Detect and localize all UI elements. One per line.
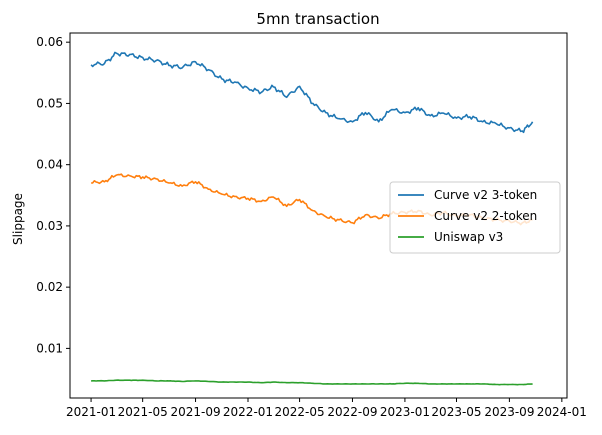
- x-tick-label: 2022-05: [275, 405, 325, 419]
- y-tick-label: 0.06: [36, 35, 63, 49]
- x-tick-label: 2021-05: [118, 405, 168, 419]
- y-tick-label: 0.04: [36, 158, 63, 172]
- x-tick-label: 2023-09: [484, 405, 534, 419]
- y-tick-label: 0.03: [36, 219, 63, 233]
- legend-label: Curve v2 2-token: [434, 209, 537, 223]
- x-tick-label: 2022-01: [223, 405, 273, 419]
- series-line-0: [90, 51, 534, 134]
- y-tick-label: 0.02: [36, 280, 63, 294]
- x-tick-label: 2022-09: [327, 405, 377, 419]
- x-tick-label: 2021-09: [170, 405, 220, 419]
- legend-label: Curve v2 3-token: [434, 188, 537, 202]
- legend: Curve v2 3-token Curve v2 2-token Uniswap …: [389, 181, 561, 254]
- chart-title: 5mn transaction: [256, 10, 379, 28]
- series-line-2: [91, 379, 533, 386]
- x-tick-label: 2023-05: [431, 405, 481, 419]
- y-tick-label: 0.05: [36, 96, 63, 110]
- x-tick-label: 2023-01: [380, 405, 430, 419]
- legend-box: [389, 181, 561, 254]
- y-tick-label: 0.01: [36, 341, 63, 355]
- y-axis-label: Slippage: [11, 193, 25, 245]
- x-tick-label: 2024-01: [537, 405, 587, 419]
- x-tick-label: 2021-01: [66, 405, 116, 419]
- plot-frame: [69, 32, 568, 399]
- legend-label: Uniswap v3: [434, 230, 503, 244]
